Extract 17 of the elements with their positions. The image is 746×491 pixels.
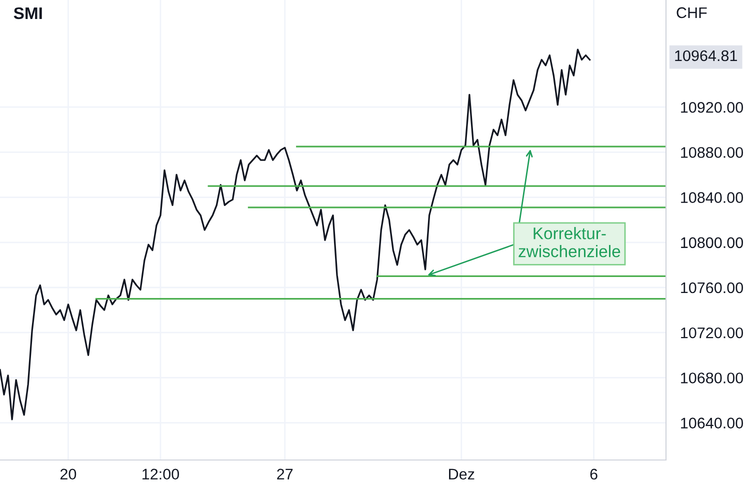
x-tick-label: Dez [449,468,474,480]
y-tick-label: 10880.00 [681,147,744,158]
chart-title: SMI [14,7,42,20]
y-tick-label: 10840.00 [681,192,744,203]
x-tick-label: 27 [277,468,293,480]
x-tick-label: 6 [590,468,598,480]
y-tick-label: 10680.00 [681,372,744,384]
y-tick-label: 10800.00 [681,237,744,248]
y-axis-title: CHF [676,7,707,18]
y-tick-label: 10760.00 [681,282,744,294]
text: 10964.81 [675,50,737,62]
y-tick-label: 10920.00 [681,102,744,113]
x-tick-label: 20 [60,468,76,480]
y-tick-label: 10720.00 [681,327,744,338]
x-tick-label: 12:00 [142,468,179,480]
y-tick-label: 10640.00 [681,418,744,428]
annotation: Korrektur- zwischenziele [518,227,620,258]
